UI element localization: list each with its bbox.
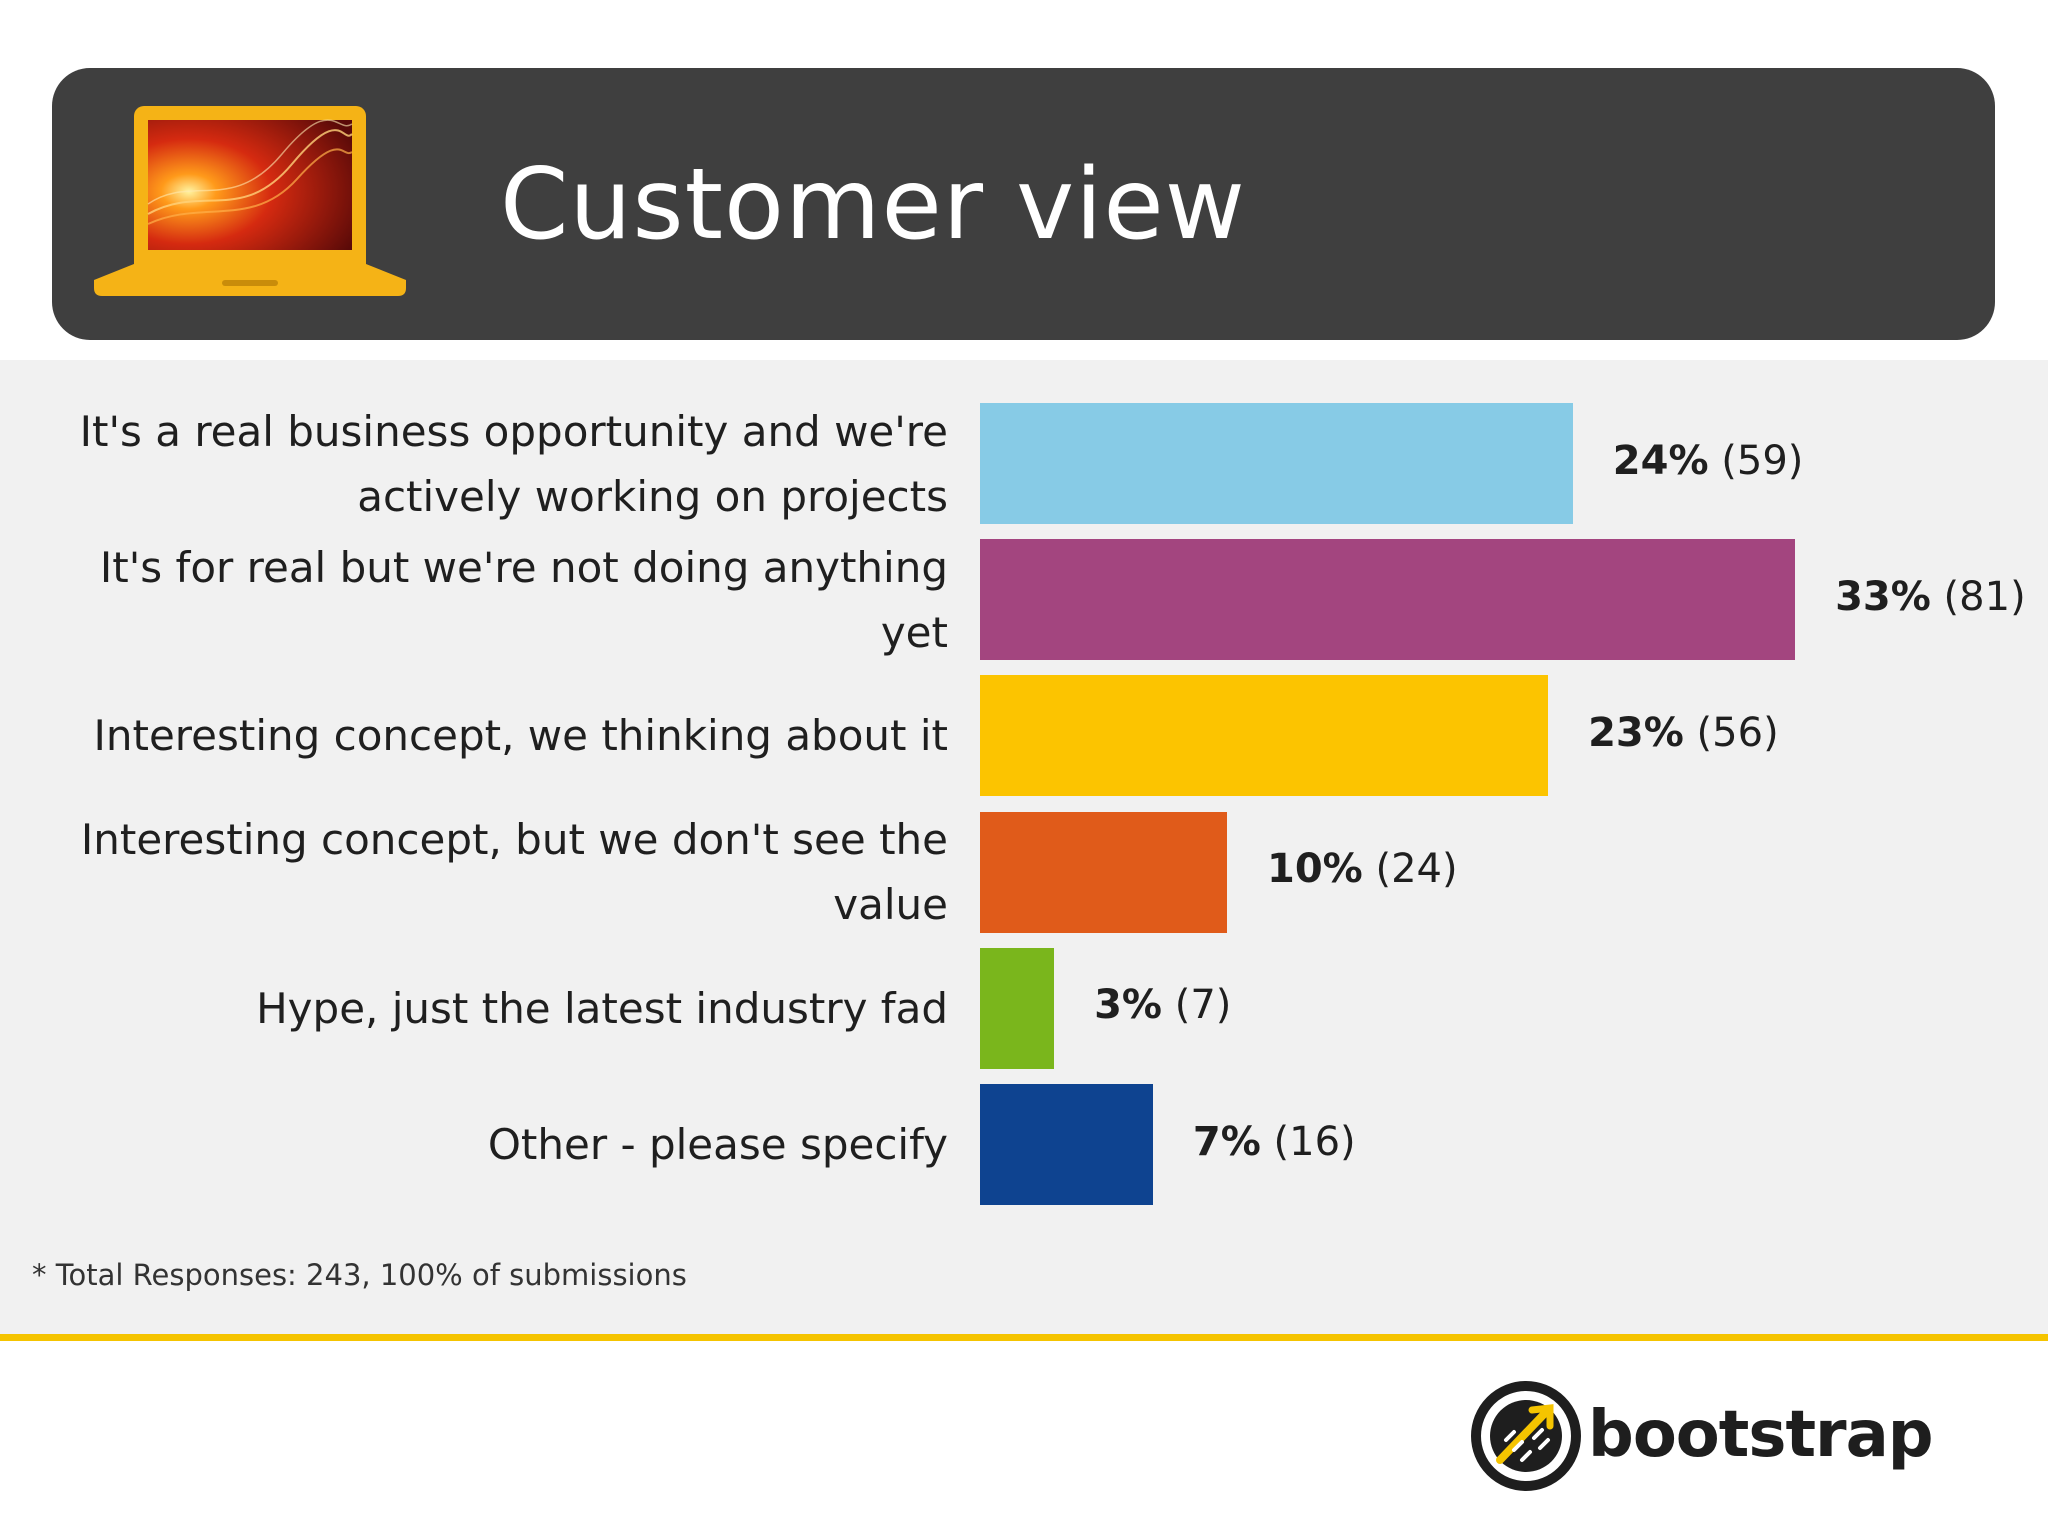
bar-label-line: Hype, just the latest industry fad bbox=[256, 983, 948, 1033]
bar-label: It's a real business opportunity and we'… bbox=[30, 403, 948, 524]
bar bbox=[980, 811, 1227, 933]
data-label: 33% (81) bbox=[1835, 574, 2026, 620]
data-label-percent: 10% bbox=[1267, 846, 1363, 893]
bar-label: Interesting concept, we thinking about i… bbox=[30, 675, 948, 796]
data-label: 24% (59) bbox=[1613, 438, 1804, 484]
bar-label: Other - please specify bbox=[30, 1084, 948, 1205]
data-label-percent: 23% bbox=[1588, 709, 1684, 756]
bar-label-line: value bbox=[833, 880, 948, 930]
data-label: 3% (7) bbox=[1094, 982, 1231, 1028]
bar-label: Interesting concept, but we don't see th… bbox=[30, 812, 948, 933]
data-label-count: (56) bbox=[1683, 709, 1779, 756]
logo-text: bootstrap bbox=[1588, 1398, 1934, 1472]
bar-label-line: Other - please specify bbox=[487, 1120, 948, 1169]
data-label-count: (81) bbox=[1930, 573, 2026, 620]
data-label-count: (24) bbox=[1362, 846, 1458, 893]
bootstrap-logo-icon bbox=[1471, 1381, 1581, 1491]
bar bbox=[980, 403, 1573, 524]
data-label-percent: 24% bbox=[1612, 437, 1709, 484]
page-title: Customer view bbox=[500, 148, 1246, 262]
bar-label-line: Interesting concept, but we don't see th… bbox=[80, 815, 948, 865]
data-label-percent: 3% bbox=[1094, 982, 1163, 1029]
data-label-count: (59) bbox=[1708, 437, 1804, 484]
bootstrap-logo: bootstrap bbox=[1470, 1380, 1934, 1500]
laptop-icon bbox=[94, 106, 406, 296]
data-label: 23% (56) bbox=[1588, 710, 1779, 756]
data-label: 7% (16) bbox=[1193, 1119, 1356, 1165]
accent-divider bbox=[0, 1334, 2048, 1341]
bar-label-line: Interesting concept, we thinking about i… bbox=[93, 711, 948, 761]
data-label-percent: 33% bbox=[1835, 573, 1931, 620]
bar-label-line: actively working on projects bbox=[357, 471, 948, 521]
bar-label: Hype, just the latest industry fad bbox=[30, 948, 948, 1069]
bar bbox=[980, 539, 1796, 661]
data-label-percent: 7% bbox=[1192, 1118, 1261, 1165]
bar bbox=[980, 675, 1549, 797]
bar-label-line: It's for real but we're not doing anythi… bbox=[99, 542, 948, 657]
bar bbox=[980, 947, 1055, 1069]
bar-label: It's for real but we're not doing anythi… bbox=[30, 539, 948, 660]
data-label-count: (16) bbox=[1260, 1118, 1356, 1165]
bar bbox=[980, 1084, 1153, 1205]
data-label: 10% (24) bbox=[1267, 846, 1458, 892]
bar-label-line: It's a real business opportunity and we'… bbox=[79, 406, 948, 456]
footnote: * Total Responses: 243, 100% of submissi… bbox=[32, 1258, 687, 1292]
data-label-count: (7) bbox=[1162, 982, 1232, 1029]
